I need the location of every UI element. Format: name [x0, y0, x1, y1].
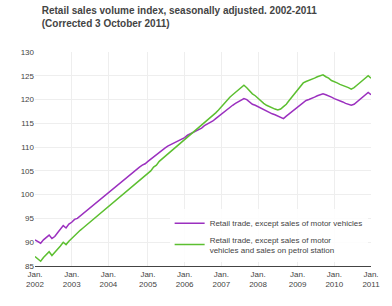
svg-text:Jan.2010: Jan.2010 [325, 270, 343, 289]
svg-text:Jan.2006: Jan.2006 [176, 270, 194, 289]
svg-text:Jan.2005: Jan.2005 [139, 270, 157, 289]
svg-text:Retail trade, except sales of: Retail trade, except sales of motorvehic… [210, 236, 335, 255]
svg-text:100: 100 [21, 190, 35, 199]
svg-text:Retail trade, except sales of: Retail trade, except sales of motor vehi… [210, 219, 363, 228]
svg-text:85: 85 [25, 262, 34, 271]
svg-text:125: 125 [21, 72, 35, 81]
svg-text:Jan.2011: Jan.2011 [362, 270, 380, 289]
svg-text:Jan.2009: Jan.2009 [289, 270, 307, 289]
svg-text:Jan.2002: Jan.2002 [26, 270, 44, 289]
svg-text:130: 130 [21, 48, 35, 57]
svg-text:115: 115 [21, 119, 34, 128]
svg-text:105: 105 [21, 167, 35, 176]
svg-text:Retail sales volume index, sea: Retail sales volume index, seasonally ad… [42, 5, 318, 29]
svg-text:Jan.2004: Jan.2004 [100, 270, 118, 289]
svg-text:Jan.2003: Jan.2003 [63, 270, 81, 289]
svg-text:95: 95 [25, 214, 34, 223]
svg-text:90: 90 [25, 238, 34, 247]
svg-text:110: 110 [21, 143, 34, 152]
svg-text:120: 120 [21, 95, 35, 104]
svg-text:Jan.2007: Jan.2007 [212, 270, 230, 289]
svg-text:Jan.2008: Jan.2008 [249, 270, 267, 289]
